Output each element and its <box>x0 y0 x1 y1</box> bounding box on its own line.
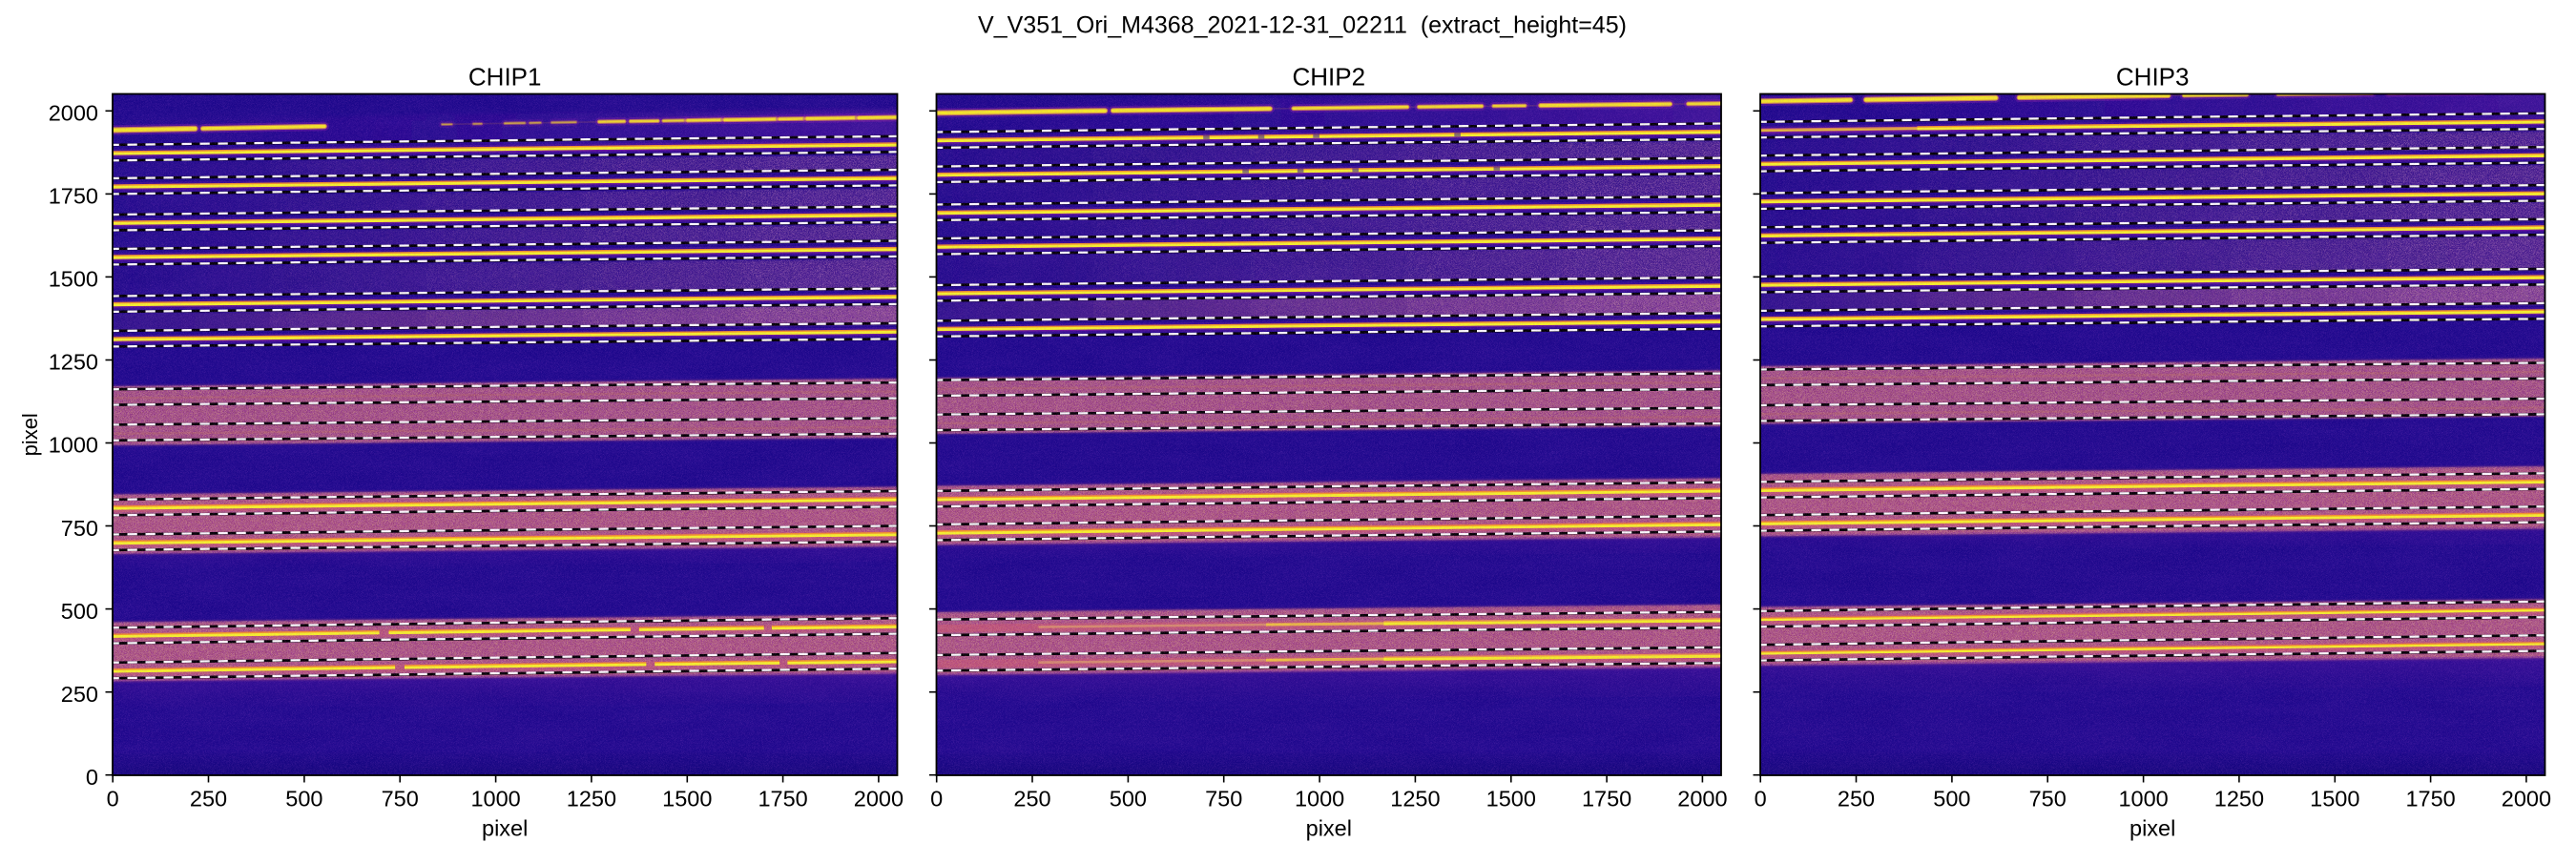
svg-text:1000: 1000 <box>2118 787 2168 812</box>
svg-text:750: 750 <box>61 516 98 541</box>
svg-text:CHIP2: CHIP2 <box>1293 63 1366 92</box>
svg-text:1750: 1750 <box>49 184 98 209</box>
svg-text:1250: 1250 <box>1390 787 1440 812</box>
svg-text:pixel: pixel <box>18 413 42 456</box>
svg-text:250: 250 <box>1013 787 1050 812</box>
svg-text:750: 750 <box>2029 787 2067 812</box>
svg-text:CHIP3: CHIP3 <box>2116 63 2190 92</box>
svg-text:500: 500 <box>1933 787 1970 812</box>
svg-text:1250: 1250 <box>2214 787 2264 812</box>
svg-text:1500: 1500 <box>662 787 712 812</box>
svg-text:CHIP1: CHIP1 <box>468 63 542 92</box>
svg-text:0: 0 <box>1755 787 1767 812</box>
svg-text:750: 750 <box>1205 787 1242 812</box>
svg-text:2000: 2000 <box>1677 787 1727 812</box>
svg-text:1750: 1750 <box>1582 787 1631 812</box>
svg-text:2000: 2000 <box>49 101 98 126</box>
svg-text:1000: 1000 <box>49 433 98 458</box>
svg-text:pixel: pixel <box>2129 816 2175 841</box>
svg-text:1000: 1000 <box>1295 787 1344 812</box>
svg-text:1250: 1250 <box>567 787 616 812</box>
svg-text:1500: 1500 <box>2310 787 2359 812</box>
svg-text:250: 250 <box>61 682 98 707</box>
svg-text:1750: 1750 <box>2405 787 2455 812</box>
svg-text:pixel: pixel <box>1306 816 1352 841</box>
svg-text:500: 500 <box>1110 787 1147 812</box>
svg-text:2000: 2000 <box>2502 787 2551 812</box>
svg-text:250: 250 <box>1838 787 1875 812</box>
svg-text:1500: 1500 <box>49 267 98 292</box>
svg-text:0: 0 <box>930 787 943 812</box>
svg-text:1000: 1000 <box>470 787 520 812</box>
svg-text:pixel: pixel <box>482 816 528 841</box>
svg-text:0: 0 <box>86 765 98 790</box>
svg-text:500: 500 <box>61 599 98 624</box>
svg-text:1750: 1750 <box>758 787 807 812</box>
svg-text:250: 250 <box>190 787 227 812</box>
svg-text:V_V351_Ori_M4368_2021-12-31_02: V_V351_Ori_M4368_2021-12-31_02211 (extra… <box>978 12 1627 39</box>
svg-text:1500: 1500 <box>1486 787 1536 812</box>
svg-text:500: 500 <box>285 787 322 812</box>
svg-text:2000: 2000 <box>854 787 904 812</box>
svg-text:1250: 1250 <box>49 350 98 375</box>
svg-text:750: 750 <box>382 787 419 812</box>
svg-text:0: 0 <box>107 787 119 812</box>
